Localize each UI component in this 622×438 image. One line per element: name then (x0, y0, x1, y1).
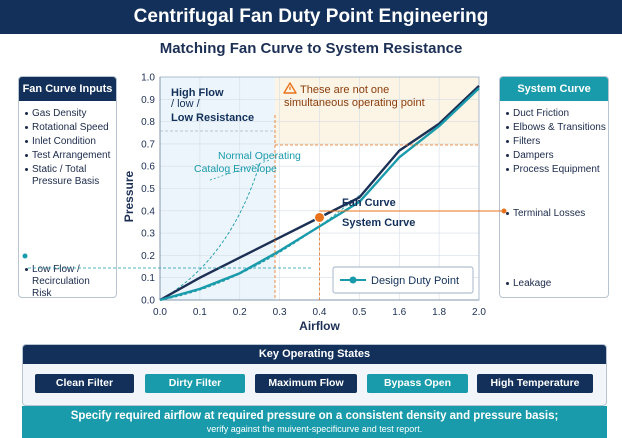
y-tick-label: 0.9 (141, 95, 155, 106)
list-item: Inlet Condition (25, 136, 96, 148)
design-duty-point[interactable] (314, 211, 325, 223)
warning-triangle (283, 82, 297, 94)
bullet-icon (506, 111, 509, 115)
bullet-icon (506, 167, 509, 171)
list-item: Static / Total Pressure Basis (25, 164, 113, 188)
envelope-leader (209, 159, 271, 181)
x-tick-label: 0.0 (153, 307, 167, 318)
page-title: Centrifugal Fan Duty Point Engineering (0, 0, 622, 34)
warning-zone (275, 77, 479, 145)
state-high-temperature[interactable]: High Temperature (477, 374, 593, 393)
x-tick-label: 1.8 (432, 307, 446, 318)
state-dirty-filter[interactable]: Dirty Filter (145, 374, 245, 393)
x-tick-label: 0.3 (273, 307, 287, 318)
y-tick-label: 0.8 (141, 117, 155, 128)
x-tick-label: 0.2 (233, 307, 247, 318)
list-item: Gas Density (25, 108, 86, 120)
y-tick-label: 0.1 (141, 273, 155, 284)
key-operating-states: Key Operating States Clean Filter Dirty … (22, 344, 607, 406)
envelope-label: Normal Operating (218, 150, 301, 162)
system-curve-inputs-panel: System Curve Inputs Duct Friction Elbows… (499, 76, 609, 298)
list-item: Test Arrangement (25, 150, 110, 162)
y-tick-label: 0.6 (141, 162, 155, 173)
legend-marker (349, 276, 357, 284)
terminal-losses-label: Terminal Losses (506, 208, 585, 220)
high-flow-label: / low / (171, 98, 201, 110)
footer-line-1: Specify required airflow at required pre… (70, 410, 559, 422)
bullet-icon (506, 139, 509, 143)
list-item: Rotational Speed (25, 122, 109, 134)
state-clean-filter[interactable]: Clean Filter (35, 374, 134, 393)
system-curve-line (159, 87, 480, 302)
y-tick-label: 0.3 (141, 229, 155, 240)
bullet-icon (25, 153, 28, 157)
bullet-icon (25, 167, 28, 171)
y-tick-label: 0.7 (141, 139, 155, 150)
page-subtitle: Matching Fan Curve to System Resistance (159, 40, 463, 57)
x-tick-label: 2.0 (472, 307, 486, 318)
high-flow-label: Low Resistance (171, 112, 254, 124)
fan-curve-inputs-title: Fan Curve Inputs (19, 77, 116, 101)
list-item: Elbows & Transitions (506, 122, 606, 134)
bullet-icon (25, 111, 28, 115)
fan-curve-label: Fan Curve (342, 197, 396, 209)
list-item: Filters (506, 136, 540, 148)
bullet-icon (506, 125, 509, 129)
system-curve-inputs-title: System Curve Inputs (500, 77, 608, 119)
high-flow-label: High Flow (171, 87, 224, 99)
envelope-label: Catalog Envelope (194, 163, 277, 175)
legend: Design Duty Point (332, 266, 474, 294)
y-tick-label: 0.4 (141, 206, 155, 217)
warning-text: simultaneous operating point (284, 97, 425, 109)
x-axis-label: Airflow (299, 319, 340, 333)
x-tick-label: 1.6 (392, 307, 406, 318)
y-tick-label: 1.0 (141, 73, 155, 84)
bullet-icon (506, 281, 509, 285)
envelope-boundary-lower (159, 195, 360, 301)
terminal-losses-dot (501, 208, 507, 214)
y-axis-label: Pressure (122, 170, 136, 222)
bullet-icon (506, 211, 509, 215)
state-bypass-open[interactable]: Bypass Open (367, 374, 468, 393)
state-maximum-flow[interactable]: Maximum Flow (255, 374, 357, 393)
low-flow-callout: Low Flow / Recirculation Risk (25, 264, 115, 300)
system-curve-label: System Curve (342, 217, 415, 229)
warning-text: These are not one (300, 84, 389, 96)
x-tick-label: 0.1 (193, 307, 207, 318)
bullet-icon (25, 267, 28, 271)
footer-line-2: verify against the muivent-specificurve … (206, 424, 423, 434)
bullet-icon (25, 125, 28, 129)
states-title: Key Operating States (23, 345, 606, 364)
bullet-icon (25, 139, 28, 143)
legend-label: Design Duty Point (371, 275, 459, 287)
envelope-boundary-upper (159, 162, 261, 301)
x-tick-label: 0.5 (352, 307, 366, 318)
footer-banner: Specify required airflow at required pre… (22, 406, 607, 438)
low-flow-dot (22, 253, 28, 259)
y-tick-label: 0.0 (141, 296, 155, 307)
list-item: Dampers (506, 150, 554, 162)
list-item: Process Equipment (506, 164, 600, 176)
y-tick-label: 0.2 (141, 251, 155, 262)
list-item: Duct Friction (506, 108, 569, 120)
fan-system-chart: 0.0 0.1 0.2 0.3 0.4 0.5 1.6 1.8 2.0 0.0 0.1 0.2 0.3 0… (22, 73, 507, 333)
y-tick-label: 0.5 (141, 184, 155, 195)
bullet-icon (506, 153, 509, 157)
fan-curve-inputs-panel: Fan Curve Inputs Gas Density Rotational … (18, 76, 117, 300)
x-tick-label: 0.4 (313, 307, 327, 318)
legend-box (332, 266, 474, 294)
leakage-label: Leakage (506, 278, 551, 290)
warning-icon (283, 82, 297, 94)
